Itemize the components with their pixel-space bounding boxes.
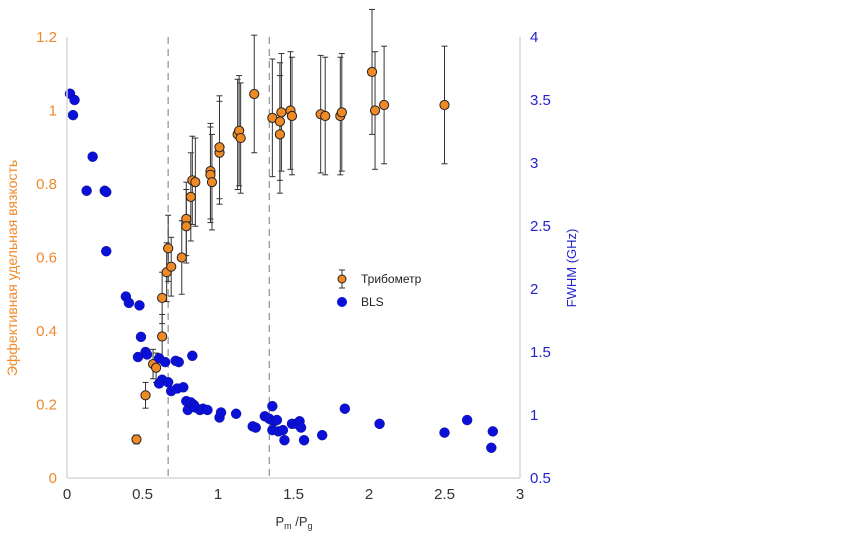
bls-point: [87, 151, 98, 162]
x-axis-title-sub2: g: [308, 521, 313, 531]
bls-point: [69, 94, 80, 106]
bls-point: [123, 297, 135, 309]
y-right-tick-label: 3: [530, 155, 538, 172]
tribometer-point: [235, 132, 246, 144]
bls-point: [101, 245, 112, 257]
bls-point: [295, 422, 307, 433]
x-axis-title-sub1: m: [284, 521, 292, 531]
bls-point: [141, 349, 153, 360]
x-tick-label: 0: [63, 486, 71, 503]
x-tick-label: 2.5: [434, 486, 455, 503]
bls-point: [316, 429, 328, 441]
bls-point: [178, 382, 189, 393]
bls-point: [135, 331, 147, 343]
tribometer-point: [336, 107, 347, 118]
tribometer-point: [150, 362, 162, 373]
y-left-axis-title: Эффективная удельная вязкость: [4, 160, 20, 376]
error-bars: [133, 8, 448, 445]
bls-point: [173, 356, 184, 368]
x-tick-label: 3: [516, 486, 524, 503]
bls-point: [101, 186, 112, 198]
y-left-tick-label: 0.8: [36, 176, 57, 193]
y-right-tick-label: 4: [530, 29, 538, 46]
tribometer-point: [163, 243, 174, 254]
tribometer-point: [439, 99, 450, 111]
y-left-tick-label: 0: [49, 470, 57, 487]
y-right-axis-title: FWHM (GHz): [564, 229, 579, 308]
bls-point: [230, 408, 242, 419]
tribometer-point: [249, 88, 260, 100]
tribometer-point: [214, 142, 225, 153]
y-left-tick-label: 0.6: [36, 250, 57, 267]
legend-bls-label: BLS: [361, 295, 384, 309]
y-right-tick-label: 2: [530, 281, 538, 298]
y-right-tick-label: 2.5: [530, 218, 551, 235]
tribometer-point: [274, 116, 286, 127]
bls-point: [250, 422, 261, 433]
bls-point: [132, 351, 144, 363]
tribometer-point: [140, 390, 151, 401]
bls-point: [439, 427, 450, 438]
bls-point: [339, 403, 351, 414]
tribometer-point: [166, 261, 177, 272]
bls-point: [215, 407, 227, 418]
bls-point: [153, 378, 165, 389]
y-left-tick-label: 1: [49, 103, 57, 120]
y-right-tick-label: 0.5: [530, 470, 551, 487]
bls-point: [298, 435, 310, 446]
y-left-tick-label: 1.2: [36, 29, 57, 46]
bls-point: [271, 414, 283, 426]
bls-point: [67, 109, 79, 121]
bls-point: [279, 435, 290, 446]
x-axis-title-main: P: [275, 514, 284, 529]
x-axis-title-sep: /P: [292, 514, 308, 529]
bls-point: [267, 400, 278, 412]
tribometer-point: [366, 66, 378, 78]
bls-point: [202, 404, 213, 416]
axes: [66, 37, 521, 479]
x-tick-label: 1: [214, 486, 222, 503]
tribometer-point: [286, 110, 298, 122]
tribometer-point: [276, 107, 287, 118]
x-tick-label: 1.5: [283, 486, 304, 503]
tribometer-point: [185, 191, 196, 202]
bls-point: [487, 426, 499, 437]
bls-point: [461, 414, 473, 426]
tick-labels: 0 0.5 1 1.5 2 2.5 3 0 0.2 0.4 0.6 0.8 1 1.2 0.5 1 1.5 2 2.…: [36, 29, 551, 503]
bls-point: [162, 377, 174, 388]
legend: Трибометр BLS: [337, 269, 422, 309]
tribometer-point: [157, 292, 168, 304]
tribometer-point: [181, 221, 192, 232]
y-right-tick-label: 1: [530, 407, 538, 424]
bls-point: [374, 418, 385, 430]
bls-point: [159, 356, 171, 368]
bls-point: [81, 185, 92, 196]
y-left-tick-label: 0.4: [36, 323, 57, 340]
y-right-tick-label: 1.5: [530, 344, 551, 361]
x-tick-label: 2: [365, 486, 373, 503]
x-axis-title: Pm /Pg: [275, 514, 312, 531]
legend-bls-marker: [337, 297, 347, 307]
bls-points: [64, 88, 499, 453]
bls-point: [187, 350, 198, 361]
tribometer-point: [206, 177, 218, 188]
bls-point: [134, 300, 145, 311]
tribometer-point: [274, 129, 286, 140]
legend-tribometer-label: Трибометр: [361, 272, 422, 286]
tribometer-point: [176, 252, 187, 263]
legend-tribometer-marker: [337, 269, 347, 289]
tribometer-point: [379, 99, 390, 111]
tribometer-point: [190, 177, 201, 188]
tribometer-point: [369, 105, 381, 116]
bls-point: [277, 424, 289, 436]
tribometer-point: [157, 331, 168, 342]
tribometer-point: [131, 434, 142, 445]
tribometer-points: [131, 66, 450, 445]
tribometer-point: [320, 110, 331, 122]
y-right-tick-label: 3.5: [530, 92, 551, 109]
bls-point: [486, 442, 497, 453]
y-left-tick-label: 0.2: [36, 397, 57, 414]
x-tick-label: 0.5: [132, 486, 153, 503]
